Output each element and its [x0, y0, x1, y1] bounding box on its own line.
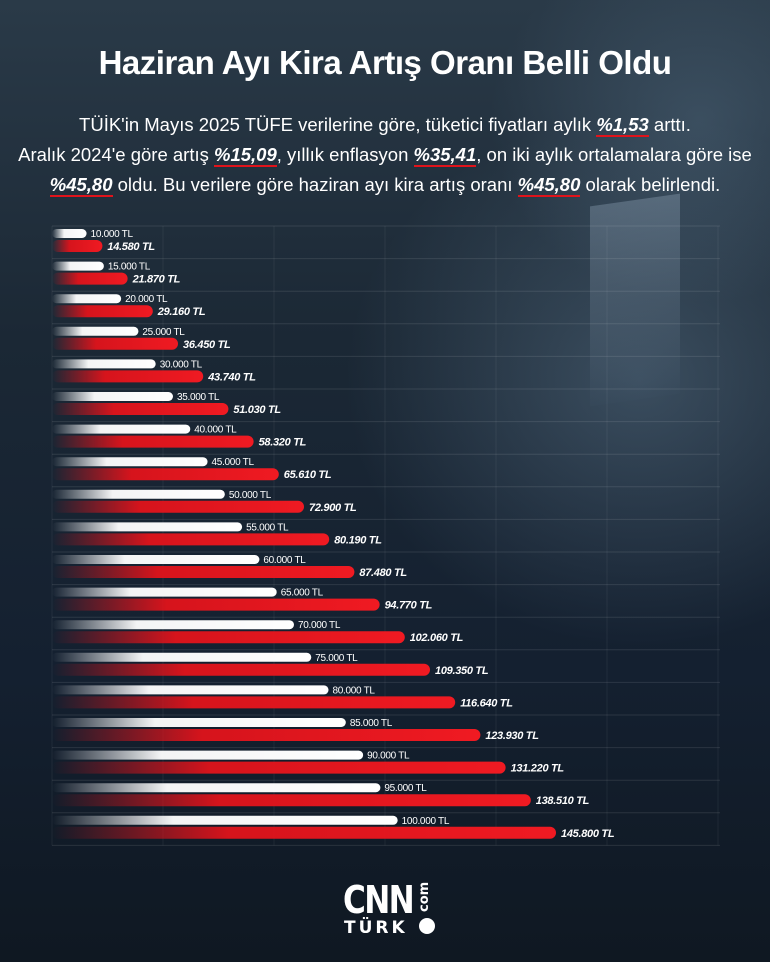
- old-rent-label: 75.000 TL: [315, 653, 358, 664]
- new-rent-label: 102.060 TL: [410, 632, 464, 644]
- intro-text: TÜİK'in Mayıs 2025 TÜFE verilerine göre,…: [14, 110, 756, 200]
- highlight-rent-rate: %45,80: [517, 174, 581, 197]
- old-rent-label: 70.000 TL: [298, 620, 341, 631]
- new-rent-bar: [52, 468, 279, 481]
- old-rent-bar: [52, 424, 191, 434]
- new-rent-bar: [52, 533, 330, 546]
- cnn-turk-logo: CNN com TÜRK: [343, 878, 443, 940]
- new-rent-bar: [52, 370, 204, 383]
- old-rent-label: 85.000 TL: [350, 718, 393, 729]
- old-rent-label: 80.000 TL: [333, 685, 376, 696]
- old-rent-bar: [52, 815, 398, 825]
- new-rent-label: 36.450 TL: [183, 339, 231, 351]
- new-rent-label: 145.800 TL: [561, 828, 615, 840]
- old-rent-bar: [52, 783, 381, 793]
- old-rent-label: 10.000 TL: [91, 229, 134, 240]
- new-rent-bar: [52, 566, 355, 578]
- logo-sub: TÜRK: [344, 918, 408, 938]
- old-rent-bar: [52, 229, 87, 238]
- new-rent-bar: [52, 435, 254, 448]
- new-rent-bar: [52, 500, 304, 513]
- intro-text-part: oldu. Bu verilere göre haziran ayı kira …: [112, 174, 518, 195]
- highlight-average: %45,80: [49, 174, 113, 197]
- new-rent-label: 58.320 TL: [259, 437, 307, 449]
- new-rent-label: 87.480 TL: [359, 567, 407, 579]
- new-rent-bar: [52, 403, 229, 415]
- new-rent-label: 29.160 TL: [157, 306, 206, 318]
- logo-suffix: com: [417, 881, 432, 912]
- old-rent-bar: [52, 750, 364, 760]
- intro-text-part: olarak belirlendi.: [580, 174, 721, 195]
- highlight-annual: %35,41: [413, 144, 477, 167]
- new-rent-bar: [52, 663, 430, 676]
- old-rent-bar: [52, 555, 260, 564]
- new-rent-bar: [52, 826, 556, 839]
- old-rent-label: 45.000 TL: [212, 457, 255, 468]
- old-rent-label: 25.000 TL: [142, 327, 185, 338]
- old-rent-bar: [52, 587, 277, 597]
- new-rent-label: 80.190 TL: [334, 534, 382, 546]
- intro-text-part: TÜİK'in Mayıs 2025 TÜFE verilerine göre,…: [79, 114, 597, 135]
- old-rent-bar: [52, 718, 346, 727]
- old-rent-label: 20.000 TL: [125, 294, 168, 305]
- new-rent-label: 21.870 TL: [132, 274, 181, 286]
- old-rent-label: 15.000 TL: [108, 262, 151, 273]
- new-rent-label: 123.930 TL: [485, 730, 539, 742]
- old-rent-bar: [52, 620, 294, 630]
- new-rent-bar: [52, 761, 506, 774]
- old-rent-bar: [52, 392, 173, 401]
- new-rent-bar: [52, 337, 178, 350]
- highlight-ytd: %15,09: [214, 144, 277, 167]
- new-rent-label: 116.640 TL: [460, 697, 513, 709]
- old-rent-bar: [52, 294, 122, 304]
- intro-text-part: Aralık 2024'e göre artış: [18, 144, 214, 165]
- old-rent-bar: [52, 522, 243, 532]
- new-rent-bar: [52, 729, 481, 741]
- new-rent-label: 109.350 TL: [435, 665, 489, 677]
- old-rent-bar: [52, 489, 225, 499]
- new-rent-bar: [52, 696, 456, 709]
- old-rent-bar: [52, 652, 312, 662]
- old-rent-label: 60.000 TL: [263, 555, 306, 566]
- logo-dot: [419, 918, 435, 934]
- new-rent-label: 51.030 TL: [233, 404, 281, 416]
- new-rent-label: 131.220 TL: [511, 763, 565, 775]
- old-rent-bar: [52, 326, 139, 336]
- page-title: Haziran Ayı Kira Artış Oranı Belli Oldu: [98, 44, 672, 81]
- old-rent-bar: [52, 685, 329, 695]
- old-rent-label: 40.000 TL: [194, 425, 237, 436]
- old-rent-label: 35.000 TL: [177, 392, 220, 403]
- old-rent-label: 95.000 TL: [384, 783, 427, 794]
- new-rent-bar: [52, 272, 128, 285]
- highlight-monthly: %1,53: [596, 114, 649, 137]
- old-rent-label: 50.000 TL: [229, 490, 272, 501]
- old-rent-label: 90.000 TL: [367, 751, 410, 762]
- new-rent-label: 14.580 TL: [107, 241, 155, 253]
- new-rent-bar: [52, 631, 405, 644]
- old-rent-bar: [52, 261, 104, 271]
- new-rent-label: 138.510 TL: [536, 795, 590, 807]
- new-rent-label: 65.610 TL: [284, 469, 332, 481]
- old-rent-bar: [52, 457, 208, 467]
- old-rent-label: 30.000 TL: [160, 359, 203, 370]
- intro-text-part: , yıllık enflasyon: [276, 144, 414, 165]
- new-rent-label: 72.900 TL: [309, 502, 357, 514]
- intro-text-part: , on iki aylık ortalamalara göre ise: [476, 144, 752, 165]
- intro-text-part: arttı.: [648, 114, 691, 135]
- new-rent-label: 94.770 TL: [385, 600, 433, 612]
- old-rent-label: 55.000 TL: [246, 522, 289, 533]
- new-rent-bar: [52, 794, 531, 807]
- new-rent-bar: [52, 240, 103, 252]
- old-rent-label: 65.000 TL: [281, 588, 324, 599]
- new-rent-bar: [52, 598, 380, 611]
- logo-brand: CNN: [343, 878, 415, 922]
- new-rent-bar: [52, 305, 153, 318]
- old-rent-label: 100.000 TL: [402, 816, 450, 827]
- new-rent-label: 43.740 TL: [207, 371, 256, 383]
- old-rent-bar: [52, 359, 156, 369]
